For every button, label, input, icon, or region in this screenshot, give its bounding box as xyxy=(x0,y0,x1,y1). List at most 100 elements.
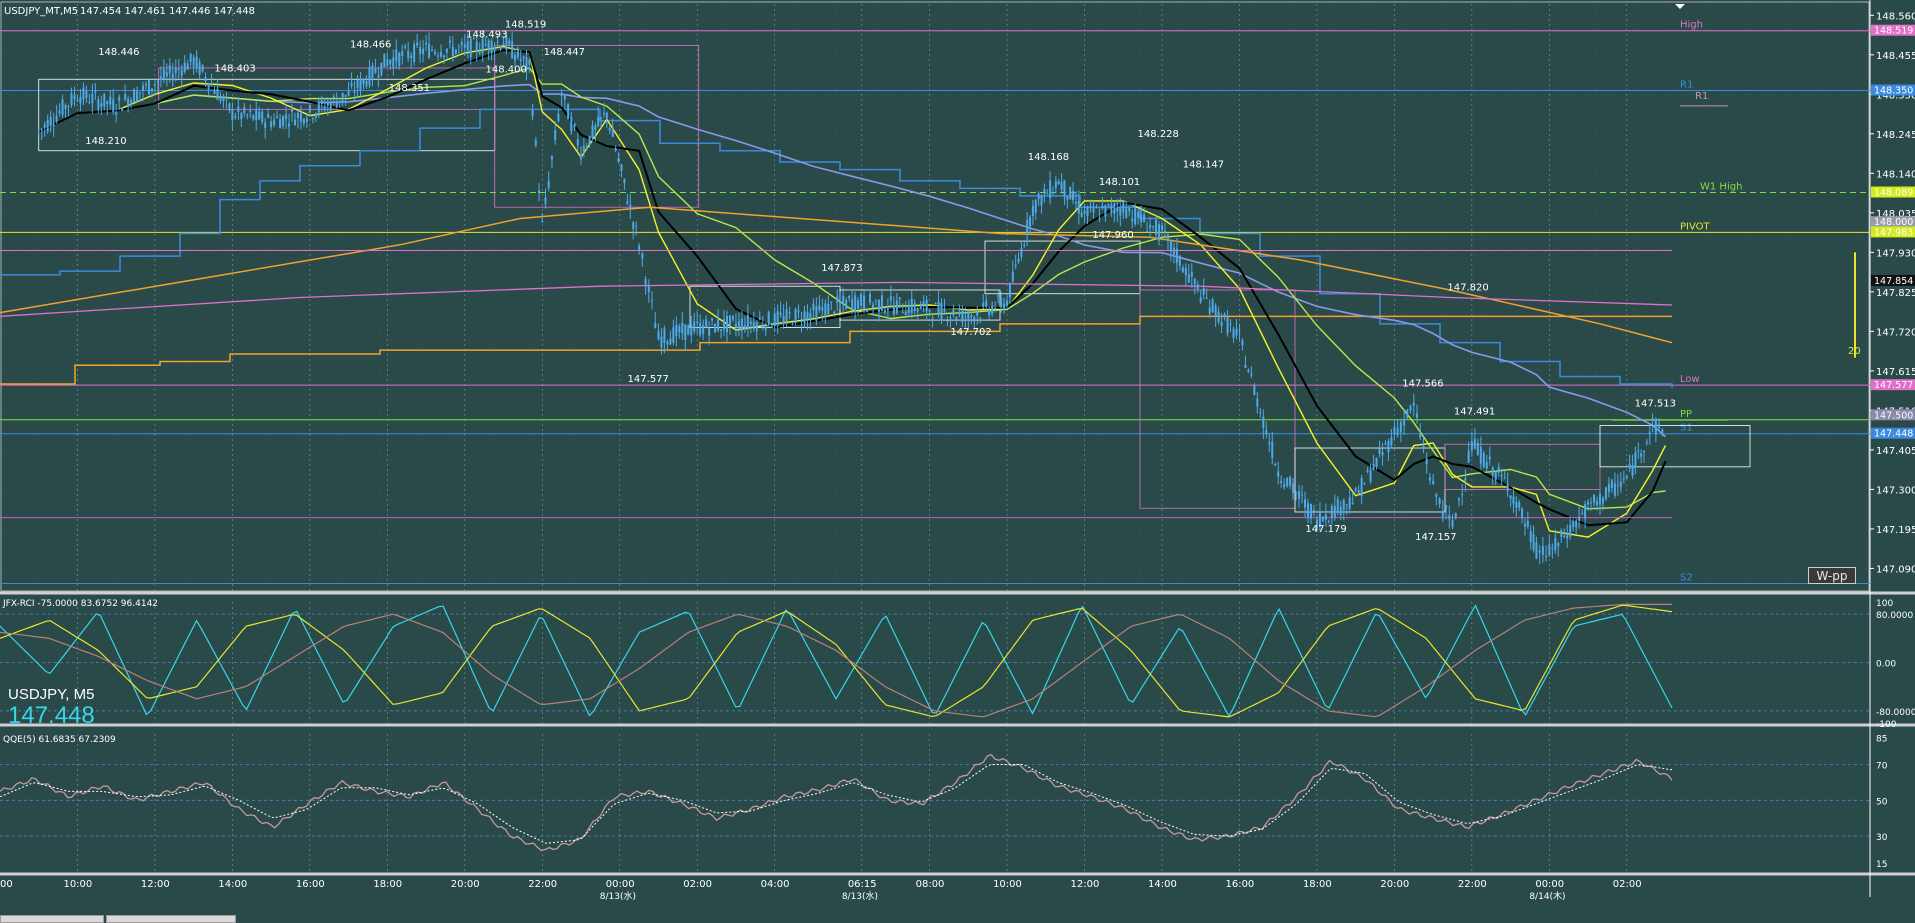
candle-body xyxy=(1149,224,1152,228)
candle-body xyxy=(1563,535,1566,538)
candle-body xyxy=(1092,208,1095,213)
candle-body xyxy=(1616,484,1619,486)
candle-body xyxy=(1560,530,1563,537)
candle-body xyxy=(383,53,386,67)
candle-body xyxy=(576,139,579,146)
candle-body xyxy=(231,108,234,121)
candle-body xyxy=(177,69,180,71)
candle-body xyxy=(380,62,383,75)
candle-body xyxy=(554,130,557,141)
candle-body xyxy=(857,300,860,309)
swing-label: 148.519 xyxy=(505,20,546,31)
x-tick-label: 16:00 xyxy=(1225,879,1254,890)
candle-body xyxy=(377,75,380,78)
candle-body xyxy=(1643,451,1646,453)
candle-body xyxy=(1175,248,1178,264)
main-frame xyxy=(0,1,1870,592)
candle-body xyxy=(746,315,749,329)
candle-body xyxy=(43,124,46,128)
candle-body xyxy=(127,98,130,108)
candle-body xyxy=(1289,477,1292,486)
candle-body xyxy=(821,307,824,311)
candle-body xyxy=(1304,499,1307,508)
candle-body xyxy=(428,43,431,58)
bottom-tab-2[interactable] xyxy=(106,915,236,923)
candle-body xyxy=(1220,321,1223,326)
candle-body xyxy=(398,53,401,67)
candle-body xyxy=(764,323,767,330)
candle-body xyxy=(988,309,991,316)
candle-body xyxy=(1461,494,1464,496)
candle-body xyxy=(1515,501,1518,508)
x-tick-label: 22:00 xyxy=(528,879,557,890)
candle-body xyxy=(392,57,395,68)
candle-body xyxy=(1280,480,1283,484)
candle-body xyxy=(1116,207,1119,212)
y-tick-label: 148.140 xyxy=(1876,169,1915,180)
candle-body xyxy=(240,113,243,120)
candle-body xyxy=(1441,511,1444,518)
candle-body xyxy=(1438,498,1441,505)
candle-body xyxy=(1274,463,1277,466)
candle-body xyxy=(1101,205,1104,209)
candle-body xyxy=(1607,483,1610,493)
candle-body xyxy=(344,94,347,97)
candle-body xyxy=(1166,234,1169,241)
candle-body xyxy=(922,301,925,305)
level-label: Low xyxy=(1680,374,1700,385)
candle-body xyxy=(1184,267,1187,276)
candle-body xyxy=(842,295,845,303)
bottom-tab-1[interactable] xyxy=(0,915,104,923)
swing-label: 148.168 xyxy=(1028,152,1069,163)
candle-body xyxy=(544,197,547,204)
candle-body xyxy=(1654,418,1657,435)
candle-body xyxy=(1363,483,1366,485)
candle-body xyxy=(159,76,162,80)
candle-body xyxy=(1017,258,1020,262)
candle-body xyxy=(451,46,454,56)
candle-body xyxy=(434,51,437,54)
candle-body xyxy=(103,93,106,107)
candle-body xyxy=(573,123,576,128)
candle-body xyxy=(672,327,675,344)
swing-label: 147.873 xyxy=(821,263,862,274)
candle-body xyxy=(1080,212,1083,217)
candle-body xyxy=(183,62,186,73)
candle-body xyxy=(755,322,758,332)
y-tick-label: 147.930 xyxy=(1876,248,1915,259)
candle-body xyxy=(830,301,833,303)
candle-body xyxy=(130,99,133,106)
candle-body xyxy=(623,178,626,184)
candle-body xyxy=(204,76,207,82)
candle-body xyxy=(1031,205,1034,216)
candle-body xyxy=(347,90,350,96)
candle-body xyxy=(934,303,937,305)
candle-body xyxy=(1089,205,1092,207)
candle-body xyxy=(279,119,282,129)
candle-body xyxy=(1238,330,1241,332)
candle-body xyxy=(249,110,252,113)
y-tick-label: 147.300 xyxy=(1876,485,1915,496)
candle-body xyxy=(136,91,139,102)
w-pp-button[interactable]: W-pp xyxy=(1808,567,1856,584)
candle-body xyxy=(67,105,70,107)
candle-body xyxy=(952,309,955,315)
candle-body xyxy=(1244,364,1247,368)
candle-body xyxy=(505,36,508,50)
candle-body xyxy=(1128,207,1131,212)
candle-body xyxy=(1500,474,1503,477)
candle-body xyxy=(1283,483,1286,488)
candle-body xyxy=(490,40,493,54)
time-axis: 00 10:00 12:00 14:00 16:00 18:00 20:00 22:00 00:… xyxy=(0,879,1642,902)
candle-body xyxy=(635,225,638,227)
candle-body xyxy=(1011,271,1014,282)
qqe-tick-label: 70 xyxy=(1876,761,1888,771)
candle-body xyxy=(1069,187,1072,200)
x-date-label: 8/13(水) xyxy=(600,890,636,902)
rci-tick-label: -100 xyxy=(1876,720,1897,730)
candle-body xyxy=(874,300,877,302)
candle-body xyxy=(317,102,320,113)
candle-body xyxy=(611,129,614,137)
candle-body xyxy=(812,303,815,311)
